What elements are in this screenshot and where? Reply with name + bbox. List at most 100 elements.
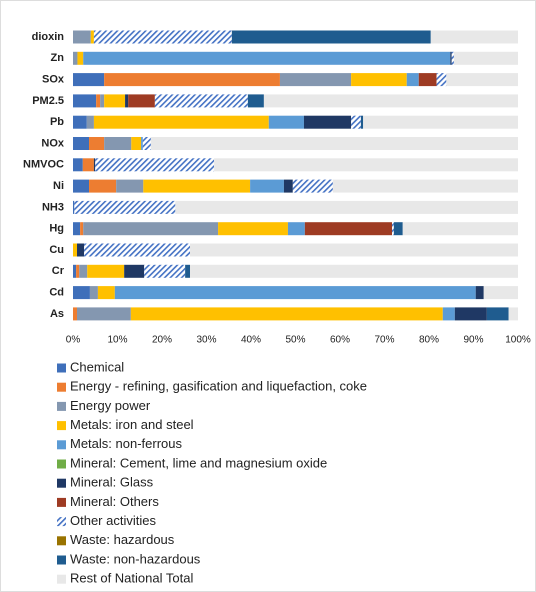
bar-segment: [87, 264, 125, 278]
bar-segment: [436, 73, 447, 87]
bar-segment: [93, 158, 96, 172]
legend-swatch: [57, 478, 66, 488]
legend-label: Rest of National Total: [70, 571, 193, 586]
bar-segment: [131, 137, 142, 150]
bar-segment: [175, 200, 518, 214]
x-tick-label: 40%: [241, 335, 261, 346]
bar-segment: [104, 137, 132, 150]
y-tick-label: NOx: [41, 137, 65, 149]
bar-segment: [100, 94, 105, 108]
legend-label: Energy power: [70, 398, 151, 413]
bar-segment: [418, 73, 437, 87]
bar-segment: [393, 222, 403, 236]
y-tick-label: NH3: [42, 201, 64, 213]
legend-label: Mineral: Others: [70, 494, 159, 509]
bar-segment: [454, 307, 487, 321]
legend-swatch: [57, 440, 66, 450]
bar-segment: [250, 179, 284, 193]
bar-segment: [486, 307, 509, 321]
bar-segment: [453, 51, 518, 65]
bar-segment: [104, 73, 280, 87]
bar-segment: [73, 94, 97, 108]
bar-segment: [73, 200, 75, 214]
bar-segment: [430, 30, 518, 44]
bar-segment: [451, 51, 454, 65]
x-tick-label: 50%: [285, 335, 305, 346]
legend-swatch: [57, 421, 66, 431]
x-tick-label: 60%: [330, 335, 350, 346]
legend-label: Other activities: [70, 513, 156, 528]
bar-segment: [77, 307, 131, 321]
bar-segment: [73, 30, 91, 44]
legend-label: Chemical: [70, 359, 124, 374]
x-tick-label: 80%: [419, 335, 439, 346]
bar-segment: [73, 115, 87, 129]
y-tick-label: NMVOC: [23, 159, 64, 171]
bar-segment: [93, 30, 232, 44]
bar-segment: [363, 115, 518, 129]
x-tick-label: 20%: [152, 335, 172, 346]
bar-segment: [73, 179, 90, 193]
bar-segment: [190, 264, 518, 278]
bar-segment: [231, 30, 431, 44]
bar-segment: [141, 137, 143, 150]
bar-segment: [150, 137, 518, 150]
legend-swatch: [57, 363, 66, 373]
bar-segment: [185, 264, 191, 278]
x-tick-label: 100%: [505, 335, 531, 346]
legend-swatch: [57, 382, 66, 392]
bar-segment: [73, 137, 90, 150]
legend-swatch: [57, 555, 66, 565]
bar-segment: [83, 222, 219, 236]
bar-segment: [89, 137, 105, 150]
bar-segment: [125, 94, 129, 108]
legend-swatch: [57, 459, 66, 469]
bar-segment: [292, 179, 333, 193]
x-tick-label: 70%: [374, 335, 394, 346]
bar-segment: [79, 264, 88, 278]
y-tick-label: As: [50, 308, 64, 320]
bar-segment: [86, 115, 94, 129]
legend-label: Waste: hazardous: [70, 532, 175, 547]
bar-segment: [104, 94, 126, 108]
y-tick-label: dioxin: [32, 31, 65, 43]
bar-segment: [73, 307, 78, 321]
bar-segment: [287, 222, 305, 236]
x-tick-label: 30%: [196, 335, 216, 346]
bar-segment: [93, 115, 269, 129]
bar-segment: [77, 51, 84, 65]
bar-segment: [406, 73, 419, 87]
y-tick-label: PM2.5: [32, 95, 64, 107]
bar-segment: [142, 137, 151, 150]
bar-segment: [332, 179, 518, 193]
legend-swatch: [57, 536, 66, 546]
bar-segment: [128, 94, 155, 108]
bar-segment: [80, 222, 84, 236]
bar-segment: [442, 307, 455, 321]
bar-segment: [95, 158, 215, 172]
y-tick-label: Cd: [49, 287, 64, 299]
legend-label: Metals: iron and steel: [70, 417, 194, 432]
bar-segment: [77, 243, 85, 257]
bar-segment: [73, 286, 90, 300]
bar-segment: [73, 158, 83, 172]
bar-segment: [351, 73, 407, 87]
bar-segment: [218, 222, 288, 236]
bar-segment: [124, 264, 145, 278]
bar-segment: [73, 222, 81, 236]
y-tick-label: Pb: [50, 116, 64, 128]
bar-segment: [214, 158, 518, 172]
bar-segment: [154, 94, 248, 108]
bar-segment: [83, 51, 451, 65]
bar-segment: [190, 243, 518, 257]
bar-segment: [89, 179, 117, 193]
y-tick-label: SOx: [42, 74, 65, 86]
legend-label: Mineral: Cement, lime and magnesium oxid…: [70, 455, 327, 470]
bar-segment: [82, 158, 94, 172]
x-tick-label: 0%: [66, 335, 81, 346]
legend-label: Metals: non-ferrous: [70, 436, 182, 451]
y-tick-label: Ni: [53, 180, 64, 192]
bar-segment: [114, 286, 476, 300]
legend-swatch: [57, 401, 66, 411]
